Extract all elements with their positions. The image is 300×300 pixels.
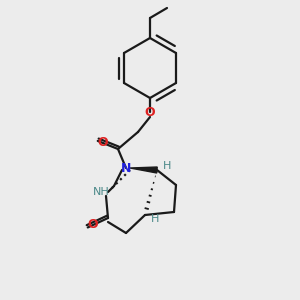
Polygon shape	[130, 167, 157, 173]
Text: O: O	[98, 136, 108, 149]
Text: O: O	[145, 106, 155, 118]
Text: O: O	[88, 218, 98, 232]
Text: N: N	[121, 161, 131, 175]
Text: H: H	[163, 161, 171, 171]
Text: H: H	[151, 214, 159, 224]
Text: NH: NH	[93, 187, 110, 197]
